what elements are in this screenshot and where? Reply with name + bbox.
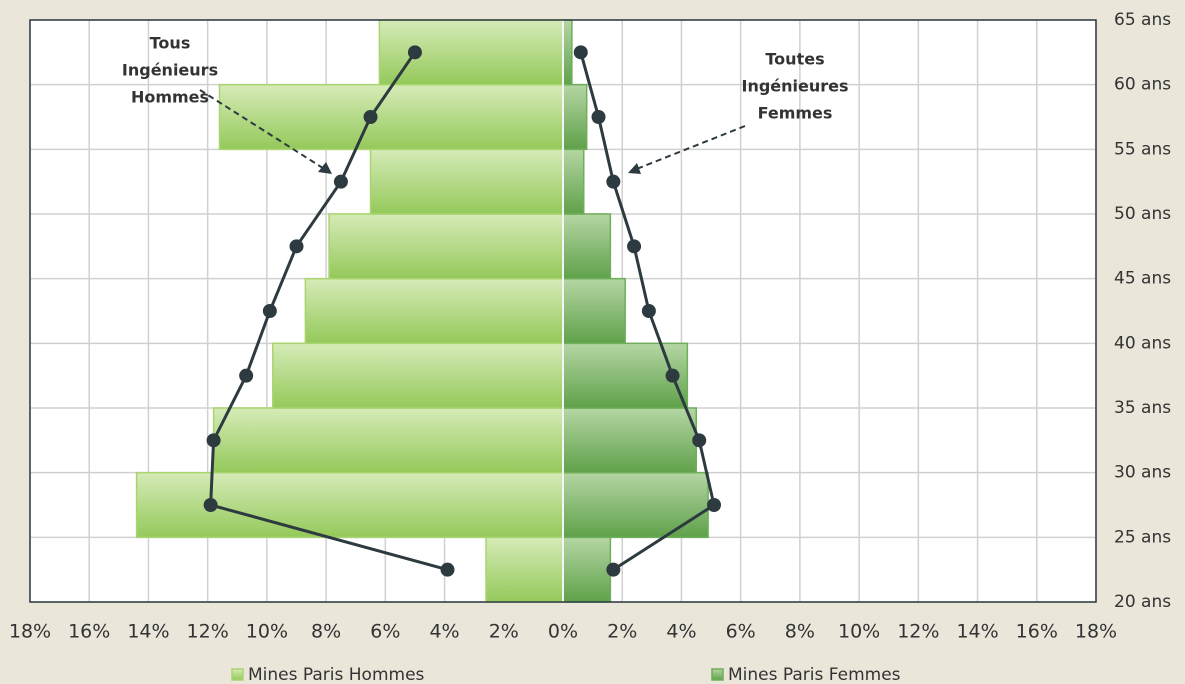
line-point [606, 174, 621, 189]
line-point [206, 433, 221, 448]
x-tick-label: 2% [607, 621, 637, 643]
x-tick-label: 4% [666, 621, 696, 643]
line-point [333, 174, 348, 189]
line-point [573, 45, 588, 60]
x-tick-label: 6% [370, 621, 400, 643]
bar [562, 213, 612, 280]
bar [562, 83, 588, 151]
bar [304, 277, 564, 345]
bar [218, 83, 564, 151]
y-tick-label: 65 ans [1114, 10, 1171, 30]
x-tick-label: 4% [429, 621, 459, 643]
line-point [203, 498, 218, 512]
y-tick-label: 30 ans [1114, 463, 1171, 483]
line-point [627, 239, 642, 254]
line-point [641, 304, 656, 318]
line-point [239, 368, 254, 383]
x-tick-label: 18% [1075, 621, 1117, 643]
annotation: Toutes [765, 50, 824, 69]
bar [562, 471, 709, 539]
arrow-head [628, 163, 641, 174]
legend-label: Mines Paris Hommes [248, 665, 425, 684]
x-tick-label: 16% [68, 621, 110, 643]
x-tick-label: 14% [956, 621, 998, 643]
x-tick-label: 2% [489, 621, 519, 643]
bar [562, 407, 697, 474]
bar [369, 148, 564, 215]
y-tick-label: 25 ans [1114, 527, 1171, 547]
bar [378, 19, 564, 86]
x-tick-label: 16% [1016, 621, 1058, 643]
x-tick-label: 6% [726, 621, 756, 643]
x-tick-label: 12% [187, 621, 229, 643]
legend-swatch [711, 668, 724, 681]
x-tick-label: 0% [548, 621, 578, 643]
line-point [363, 110, 378, 124]
annotation: Tous [150, 34, 191, 53]
y-tick-label: 50 ans [1114, 204, 1171, 224]
legend-swatch [231, 668, 244, 681]
y-tick-label: 40 ans [1114, 333, 1171, 353]
line-point [440, 562, 455, 577]
bar [485, 536, 564, 603]
bar [562, 19, 573, 86]
line-point [591, 110, 606, 124]
line-point [707, 498, 722, 512]
bar [272, 342, 564, 409]
x-tick-label: 10% [838, 621, 880, 643]
annotation: Femmes [758, 104, 833, 123]
bar [562, 277, 626, 345]
bar [562, 148, 585, 215]
bar [212, 407, 564, 474]
bar [562, 536, 612, 603]
y-tick-label: 20 ans [1114, 592, 1171, 612]
annotation: Hommes [131, 88, 209, 107]
x-tick-label: 8% [785, 621, 815, 643]
x-tick-label: 10% [246, 621, 288, 643]
y-tick-label: 35 ans [1114, 398, 1171, 418]
arrow-head [318, 162, 332, 174]
legend-label: Mines Paris Femmes [728, 665, 901, 684]
bar [328, 213, 564, 280]
annotation: Ingénieures [741, 77, 848, 96]
line-point [606, 562, 621, 577]
line-point [665, 368, 680, 383]
plot-border [29, 19, 1097, 603]
y-tick-label: 60 ans [1114, 75, 1171, 95]
bar [135, 471, 564, 539]
line-point [407, 45, 422, 60]
x-tick-label: 12% [897, 621, 939, 643]
line-point [692, 433, 707, 448]
y-tick-label: 45 ans [1114, 269, 1171, 289]
x-tick-label: 14% [127, 621, 169, 643]
line-point [262, 304, 277, 318]
x-tick-label: 8% [311, 621, 341, 643]
line-point [289, 239, 304, 254]
y-tick-label: 55 ans [1114, 139, 1171, 159]
annotation-arrow [199, 89, 327, 171]
annotation: Ingénieurs [122, 61, 218, 80]
x-tick-label: 18% [9, 621, 51, 643]
